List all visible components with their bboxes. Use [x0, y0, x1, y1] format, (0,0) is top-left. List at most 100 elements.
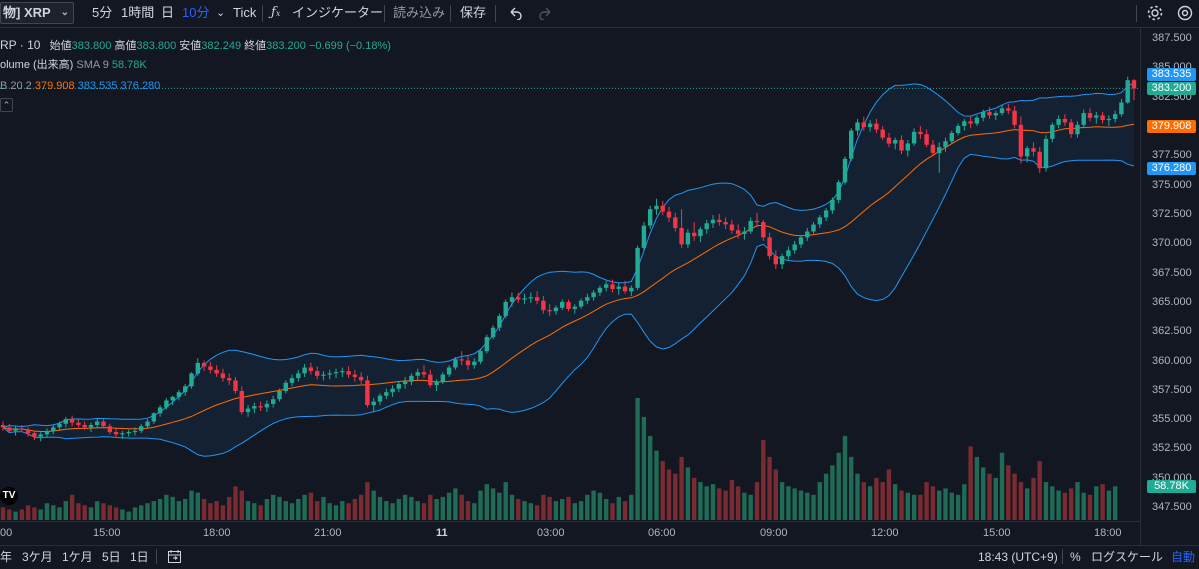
volume-bar [905, 492, 910, 520]
candle-body [911, 131, 917, 144]
volume-bar [252, 503, 257, 520]
candle-body [264, 403, 270, 408]
volume-bar [823, 473, 829, 520]
candle-body [534, 297, 540, 301]
volume-bar [409, 496, 414, 520]
candle-body [779, 256, 785, 265]
candle-body [748, 220, 753, 232]
bb-legend[interactable]: B 20 2 379.908 383.535 376.280 [0, 79, 160, 93]
volume-bar [446, 492, 452, 520]
volume-bar [396, 499, 401, 520]
save-button[interactable]: 保存 [460, 5, 487, 20]
undo-icon[interactable] [508, 6, 522, 20]
time-label: 03:00 [537, 527, 565, 539]
candle-body [453, 359, 458, 368]
candle-body [698, 229, 703, 237]
volume-bar [1025, 488, 1030, 520]
interval-10m-button[interactable]: 10分 [182, 5, 210, 20]
camera-icon[interactable] [1176, 4, 1194, 22]
range-year-button[interactable]: 年 [0, 550, 13, 564]
candle-body [823, 210, 829, 218]
price-chart[interactable] [0, 27, 1199, 545]
tradingview-logo[interactable]: TV [0, 487, 18, 505]
volume-bar [1018, 482, 1024, 520]
open-label: 始値 [49, 40, 72, 52]
volume-bar [710, 484, 716, 520]
volume-tag: 58.78K [1147, 480, 1196, 493]
range-3m-button[interactable]: 3ケ月 [22, 550, 53, 564]
gear-icon[interactable] [1146, 4, 1164, 22]
volume-bar [358, 494, 364, 520]
volume-bar [340, 501, 345, 520]
volume-label: olume (出来高) [0, 59, 74, 71]
auto-scale-toggle[interactable]: 自動 [1171, 550, 1196, 564]
volume-bar [377, 496, 383, 520]
candle-body [560, 301, 565, 308]
candle-body [88, 425, 94, 428]
candle-body [478, 351, 483, 362]
candle-body [1081, 113, 1086, 125]
volume-bar [258, 505, 263, 520]
range-1m-button[interactable]: 1ケ月 [62, 550, 93, 564]
load-layout-button[interactable]: 読み込み [393, 5, 446, 20]
symbol-search-button[interactable]: 物] XRP ⌄ [0, 2, 74, 24]
tick-button[interactable]: Tick [233, 5, 257, 20]
log-scale-toggle[interactable]: ログスケール [1091, 550, 1164, 564]
candle-body [490, 327, 496, 338]
volume-bar [101, 503, 106, 520]
candle-body [25, 429, 31, 434]
interval-5m-button[interactable]: 5分 [92, 5, 113, 20]
interval-dropdown-icon[interactable]: ⌄ [216, 7, 226, 19]
volume-bar [390, 503, 395, 520]
candle-body [1100, 115, 1105, 121]
volume-bar [126, 511, 131, 520]
volume-bar [25, 505, 31, 520]
candle-body [792, 244, 797, 251]
clock-label[interactable]: 18:43 (UTC+9) [978, 550, 1058, 564]
candle-body [101, 421, 106, 427]
range-1d-button[interactable]: 1日 [130, 550, 149, 564]
volume-bar [189, 490, 194, 520]
volume-bar [107, 505, 112, 520]
candle-body [63, 419, 68, 424]
candle-body [220, 373, 226, 379]
interval-1h-button[interactable]: 1時間 [121, 5, 155, 20]
toolbar-divider [156, 549, 157, 564]
candle-body [641, 225, 647, 248]
chevron-down-icon: ⌄ [60, 7, 69, 18]
low-value: 382.249 [201, 40, 242, 52]
date-range-icon[interactable] [167, 549, 183, 564]
candle-body [541, 300, 546, 311]
volume-bar [57, 507, 62, 520]
indicators-icon[interactable]: ƒx [271, 5, 281, 20]
volume-bar [1075, 482, 1080, 520]
candle-body [553, 307, 559, 312]
interval-1d-button[interactable]: 日 [161, 5, 175, 20]
volume-bar [478, 490, 483, 520]
candle-body [107, 426, 112, 433]
candle-body [132, 430, 138, 433]
bb-basis-tag: 379.908 [1147, 120, 1196, 133]
volume-bar [38, 509, 43, 520]
volume-bar [384, 501, 389, 520]
volume-bar [421, 503, 427, 520]
toolbar-divider [495, 5, 496, 22]
volume-bar [585, 494, 590, 520]
percent-toggle[interactable]: % [1070, 550, 1081, 564]
volume-bar [1113, 486, 1118, 520]
volume-bar [7, 509, 12, 520]
candle-body [955, 126, 961, 133]
volume-bar [13, 511, 18, 520]
candle-body [924, 134, 929, 145]
redo-icon[interactable] [539, 6, 553, 20]
indicators-button[interactable]: インジケーター [292, 5, 384, 20]
candle-body [981, 111, 986, 118]
volume-legend[interactable]: olume (出来高) SMA 9 58.78K [0, 58, 147, 72]
volume-bar [729, 480, 735, 520]
volume-bar [503, 482, 508, 520]
legend-collapse-button[interactable]: ⌃ [0, 98, 13, 112]
volume-bar [32, 507, 37, 520]
candle-body [830, 199, 835, 211]
range-5d-button[interactable]: 5日 [102, 550, 121, 564]
bb-lower-line [2, 153, 1135, 457]
